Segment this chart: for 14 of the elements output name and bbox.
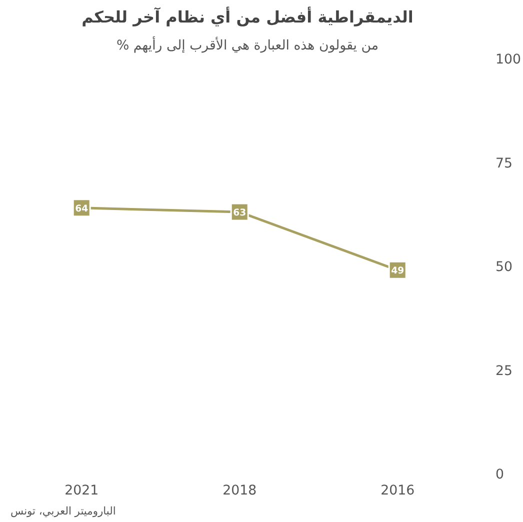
x-tick-label: 2016 [380, 484, 415, 498]
data-label: 63 [233, 208, 246, 219]
chart-title: الديمقراطية أفضل من أي نظام آخر للحكم [82, 6, 414, 26]
y-tick-label: 75 [496, 156, 512, 172]
chart-subtitle: % من يقولون هذه العبارة هي الأقرب إلى رأيهم [116, 36, 379, 54]
text: الباروميتر العربي، تونس [10, 504, 116, 518]
data-label: 49 [391, 266, 404, 277]
y-tick-label: 0 [496, 468, 504, 482]
x-tick-label: 2018 [222, 484, 257, 498]
x-tick-label: 2021 [64, 484, 99, 498]
y-tick-label: 50 [496, 260, 512, 275]
y-tick-label: 100 [496, 52, 521, 68]
y-tick-label: 25 [496, 364, 512, 379]
data-label: 64 [75, 203, 89, 214]
